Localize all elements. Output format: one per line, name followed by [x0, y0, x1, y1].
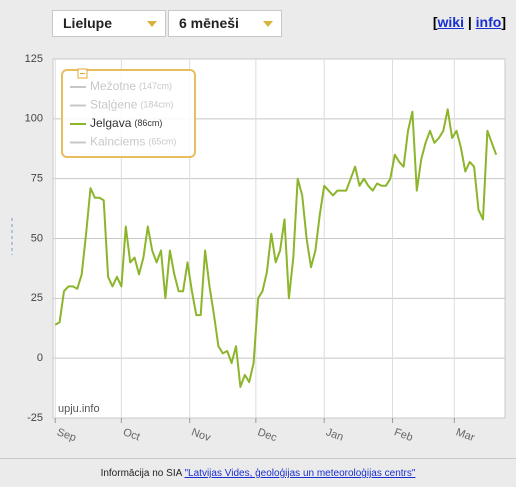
y-tick-label: 75 — [31, 173, 43, 185]
x-tick-label: Feb — [393, 426, 415, 444]
legend-note: (184cm) — [140, 100, 173, 110]
river-select[interactable]: Lielupe — [52, 10, 166, 37]
select-arrow — [147, 21, 157, 27]
legend-name: Staļģene — [90, 98, 138, 112]
x-tick-label: Jan — [324, 426, 345, 443]
x-tick-label: Mar — [454, 426, 476, 444]
legend-item[interactable]: Staļģene (184cm) — [90, 98, 173, 112]
footer-link[interactable]: "Latvijas Vides, ģeoloģijas un meteorolo… — [184, 468, 416, 479]
separator: | — [467, 14, 472, 30]
select-arrow — [263, 21, 273, 27]
legend-item[interactable]: Mežotne (147cm) — [90, 79, 172, 93]
legend-box — [61, 69, 196, 158]
select-text: 6 mēneši — [179, 15, 239, 31]
y-tick-label: 100 — [25, 113, 43, 125]
legend-name: Mežotne — [90, 79, 136, 93]
series-line — [54, 108, 498, 388]
x-tick-label: Sep — [55, 426, 78, 444]
period-select[interactable]: 6 mēneši — [168, 10, 282, 37]
legend-note: (65cm) — [148, 137, 176, 147]
footer-text: Informācija no SIA — [100, 468, 182, 479]
links: [wiki | info] — [433, 14, 506, 30]
footer: Informācija no SIA "Latvijas Vides, ģeol… — [0, 458, 516, 479]
y-tick-label: 0 — [37, 352, 43, 364]
x-tick-label: Oct — [121, 426, 141, 443]
x-tick-label: Dec — [256, 426, 279, 444]
legend-item[interactable]: Kalnciems (65cm) — [90, 135, 176, 149]
info-link[interactable]: info — [475, 14, 502, 30]
y-tick-label: 50 — [31, 232, 43, 244]
y-tick-label: -25 — [27, 412, 43, 424]
select-text: Lielupe — [63, 15, 113, 31]
bracket: ] — [501, 14, 506, 30]
watermark: upju.info — [58, 403, 100, 415]
y-tick-label: 25 — [31, 292, 43, 304]
x-tick-label: Nov — [190, 426, 213, 444]
legend-item[interactable]: Jelgava (86cm) — [90, 116, 162, 130]
chart: -25 0 25 50 75 100 125 Sep Oct Nov Dec Jan Feb Mar upj… — [11, 53, 506, 444]
wiki-link[interactable]: wiki — [437, 14, 464, 30]
legend-note: (147cm) — [139, 81, 172, 91]
bracket: [ — [432, 14, 438, 30]
legend-name: Kalnciems — [90, 135, 145, 149]
legend-name: Jelgava — [90, 116, 132, 130]
y-tick-label: 125 — [25, 53, 43, 65]
legend-note: (86cm) — [134, 118, 162, 128]
